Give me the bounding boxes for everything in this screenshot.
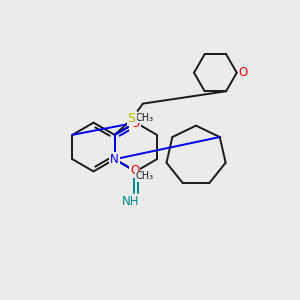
Text: O: O [130,164,139,177]
Text: N: N [110,153,119,166]
Text: O: O [239,66,248,79]
Text: N: N [131,116,140,129]
Text: O: O [130,117,139,130]
Text: S: S [128,112,136,125]
Text: NH: NH [122,195,139,208]
Text: CH₃: CH₃ [135,172,154,182]
Text: CH₃: CH₃ [135,112,154,123]
